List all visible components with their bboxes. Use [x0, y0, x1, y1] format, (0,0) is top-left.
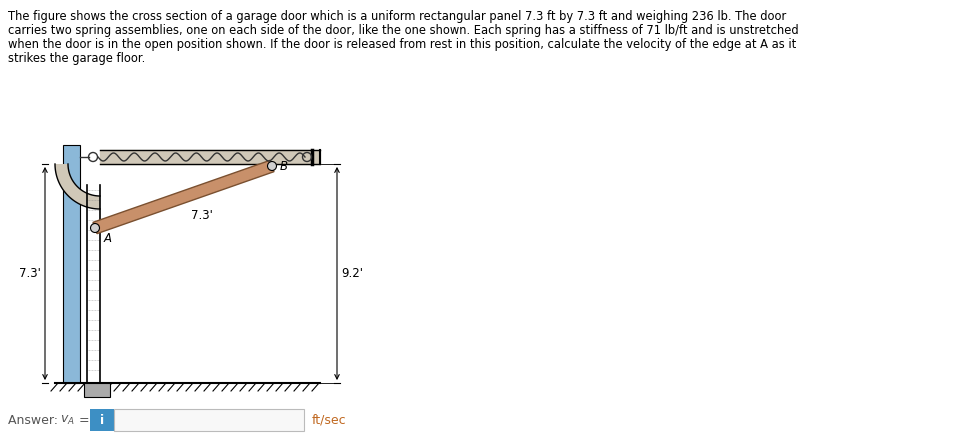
Text: 7.3': 7.3'	[19, 267, 41, 280]
Text: $v_A$: $v_A$	[60, 414, 74, 426]
Text: =: =	[75, 414, 94, 426]
Circle shape	[267, 161, 277, 171]
Text: 9.2': 9.2'	[341, 267, 363, 280]
Text: 7.3': 7.3'	[191, 209, 212, 222]
Text: strikes the garage floor.: strikes the garage floor.	[8, 52, 145, 65]
Text: The figure shows the cross section of a garage door which is a uniform rectangul: The figure shows the cross section of a …	[8, 10, 786, 23]
Text: B: B	[280, 160, 288, 172]
Circle shape	[91, 224, 99, 232]
Polygon shape	[93, 161, 274, 234]
Polygon shape	[55, 164, 100, 209]
FancyBboxPatch shape	[114, 409, 304, 431]
Polygon shape	[84, 383, 110, 397]
FancyBboxPatch shape	[90, 409, 114, 431]
Polygon shape	[63, 145, 80, 383]
Text: Answer:: Answer:	[8, 414, 62, 426]
Text: A: A	[104, 232, 112, 245]
Text: when the door is in the open position shown. If the door is released from rest i: when the door is in the open position sh…	[8, 38, 796, 51]
Text: ft/sec: ft/sec	[312, 414, 347, 426]
Text: carries two spring assemblies, one on each side of the door, like the one shown.: carries two spring assemblies, one on ea…	[8, 24, 798, 37]
Text: i: i	[100, 414, 104, 426]
